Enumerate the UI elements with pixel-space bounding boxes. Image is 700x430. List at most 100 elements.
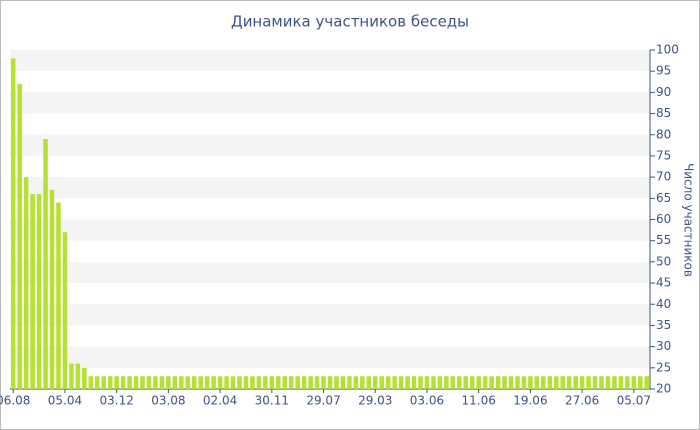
y-tick-label: 20 (656, 382, 671, 396)
bar (49, 189, 55, 389)
bar (95, 376, 100, 389)
bar (463, 376, 469, 389)
bar (224, 376, 229, 389)
bar (444, 376, 449, 389)
bar (379, 376, 384, 389)
x-tick-label: 06.08 (0, 394, 30, 408)
bar (631, 376, 637, 389)
x-tick-label: 30.11 (255, 394, 289, 408)
x-tick-label: 05.04 (48, 394, 82, 408)
bar (334, 376, 339, 389)
bar (308, 376, 313, 389)
y-tick-label: 45 (656, 276, 671, 290)
grid-stripe (10, 134, 650, 156)
y-tick-label: 100 (656, 43, 679, 57)
y-tick-label: 35 (656, 318, 671, 332)
bar (127, 376, 132, 389)
bar (353, 376, 359, 389)
bar (172, 376, 178, 389)
bar (638, 376, 643, 389)
bar (450, 376, 456, 389)
bar (457, 376, 462, 389)
x-tick-label: 29.07 (306, 394, 340, 408)
bar (133, 376, 139, 389)
x-tick-label: 11.06 (462, 394, 496, 408)
x-tick-label: 03.06 (410, 394, 444, 408)
bar (243, 376, 249, 389)
y-tick-label: 70 (656, 170, 671, 184)
y-tick-label: 80 (656, 127, 671, 141)
bar (191, 376, 197, 389)
x-tick-label: 03.12 (99, 394, 133, 408)
y-axis-label: Число участников (682, 163, 696, 277)
bar (36, 194, 42, 389)
bar (185, 376, 191, 389)
grid-stripe (10, 177, 650, 199)
bar (276, 376, 281, 389)
grid-stripe (10, 92, 650, 114)
bar (166, 376, 171, 389)
bar (431, 376, 436, 389)
bar (327, 376, 333, 389)
bar (82, 367, 87, 389)
bar (573, 376, 578, 389)
x-tick-label: 27.06 (565, 394, 599, 408)
bar (618, 376, 624, 389)
bar (469, 376, 475, 389)
bar (592, 376, 598, 389)
bar (644, 376, 650, 389)
x-tick-label: 03.08 (151, 394, 185, 408)
bar (424, 376, 430, 389)
grid-stripe (10, 261, 650, 284)
bar (502, 376, 507, 389)
y-tick-label: 50 (656, 254, 671, 268)
bar (398, 376, 404, 389)
bar (30, 194, 35, 389)
bar (114, 376, 119, 389)
bar (140, 376, 145, 389)
bar (347, 376, 352, 389)
bar (579, 376, 585, 389)
bar (10, 58, 16, 389)
x-tick-label: 19.06 (513, 394, 547, 408)
bar (23, 177, 29, 389)
bar (360, 376, 365, 389)
x-tick-label: 02.04 (203, 394, 237, 408)
bar (612, 376, 617, 389)
bar (120, 376, 126, 389)
bar (515, 376, 520, 389)
bar (547, 376, 553, 389)
bar (250, 376, 255, 389)
y-tick-label: 85 (656, 106, 671, 120)
y-tick-label: 75 (656, 148, 671, 162)
bar (75, 363, 81, 389)
bar (101, 376, 106, 389)
bar (385, 376, 391, 389)
bar (554, 376, 559, 389)
y-tick-label: 30 (656, 339, 671, 353)
chart-title: Динамика участников беседы (231, 13, 469, 31)
bar (418, 376, 423, 389)
bar (340, 376, 346, 389)
bar (476, 376, 481, 389)
bar (521, 376, 527, 389)
bar (146, 376, 152, 389)
grid-stripe (10, 50, 650, 72)
bar (528, 376, 533, 389)
y-tick-label: 25 (656, 360, 671, 374)
y-tick-label: 55 (656, 233, 671, 247)
bar (566, 376, 572, 389)
bar (269, 376, 275, 389)
bar (534, 376, 540, 389)
bar (489, 376, 494, 389)
bar (560, 376, 565, 389)
bar (495, 376, 501, 389)
bar (314, 376, 320, 389)
bar (366, 376, 372, 389)
bar (263, 376, 268, 389)
bar (482, 376, 488, 389)
bar (372, 376, 378, 389)
bar (107, 376, 113, 389)
